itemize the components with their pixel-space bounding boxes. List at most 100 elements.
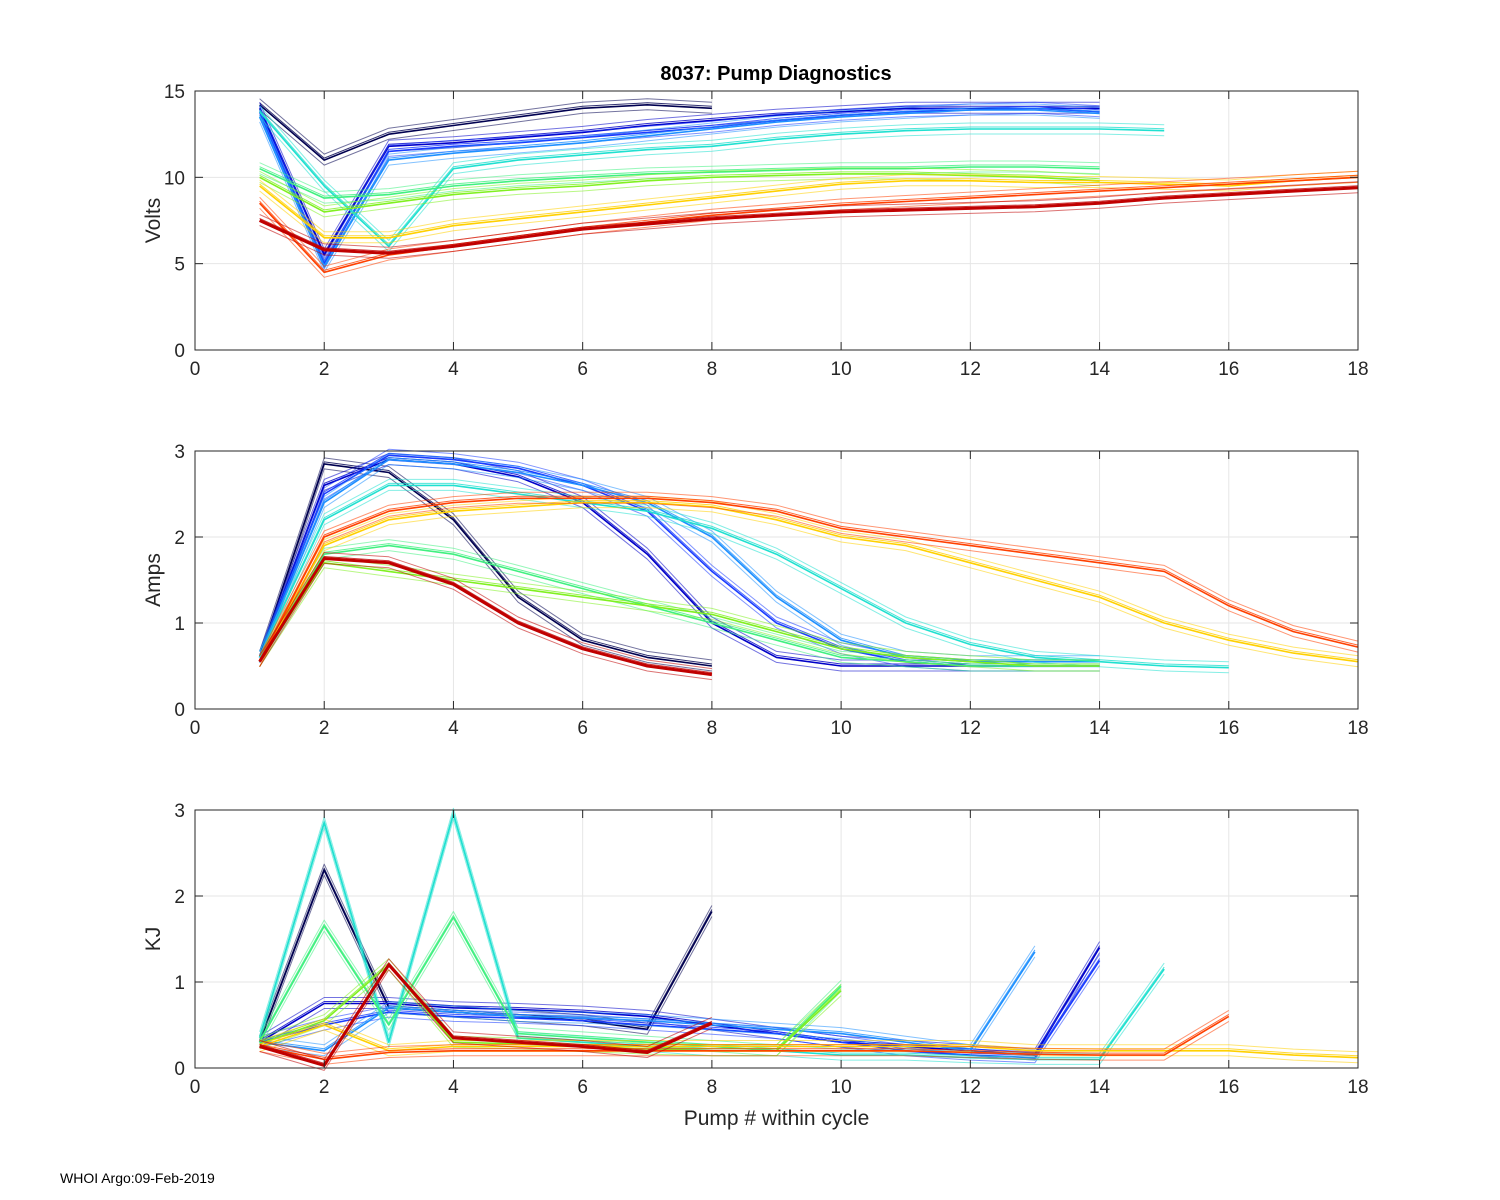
series-line-companion bbox=[259, 502, 1359, 667]
x-tick-label: 4 bbox=[448, 359, 459, 380]
series-line-companion bbox=[259, 563, 712, 681]
series-line-companion bbox=[259, 945, 1036, 1046]
series-line-late-cycle-navy bbox=[258, 557, 713, 677]
series-line-companion bbox=[259, 98, 712, 155]
series-line-companion bbox=[259, 103, 1100, 262]
series-line-late-cycle-navy bbox=[258, 186, 1359, 255]
axes-frame bbox=[194, 450, 1359, 710]
series-line-mid-blue bbox=[259, 1024, 1359, 1059]
x-tick-label: 0 bbox=[190, 718, 201, 739]
series-line-companion bbox=[259, 482, 1229, 667]
series-line-companion bbox=[259, 185, 1359, 252]
series-line-companion bbox=[259, 507, 1359, 668]
x-tick-label: 12 bbox=[960, 718, 981, 739]
y-axis-label: Amps bbox=[142, 553, 165, 607]
y-tick-label: 1 bbox=[174, 614, 185, 635]
series-line-mid-blue bbox=[259, 176, 1359, 239]
series-line-blue bbox=[259, 173, 1100, 213]
series-line-companion bbox=[259, 101, 1100, 250]
series-line-companion bbox=[259, 116, 1165, 252]
series-line-mid-blue bbox=[258, 501, 1359, 663]
series-line-blue bbox=[258, 561, 1100, 667]
y-axis-label: KJ bbox=[142, 927, 165, 952]
x-tick-label: 14 bbox=[1089, 359, 1111, 380]
axes-frame bbox=[194, 809, 1359, 1069]
series-line-companion bbox=[259, 105, 1100, 254]
x-tick-label: 14 bbox=[1089, 718, 1111, 739]
series-line-companion bbox=[259, 550, 1100, 672]
y-tick-label: 15 bbox=[164, 82, 185, 103]
series-line-companion bbox=[259, 958, 713, 1060]
series-line-companion bbox=[259, 174, 1359, 237]
series-line-companion bbox=[259, 543, 1100, 665]
series-line-companion bbox=[259, 496, 1359, 657]
series-line-deep-blue bbox=[259, 1015, 1230, 1061]
series-line-companion bbox=[259, 478, 1229, 663]
volts-axes: 0 2 4 6 8 10 12 14 16 18 0 5 10 15 Volts bbox=[142, 82, 1369, 380]
x-tick-label: 12 bbox=[960, 1077, 981, 1098]
series-line-companion bbox=[259, 560, 1100, 665]
series-line-companion bbox=[259, 114, 1100, 273]
y-tick-label: 10 bbox=[164, 168, 185, 189]
series-line-companion bbox=[259, 181, 1359, 248]
x-tick-label: 16 bbox=[1218, 718, 1239, 739]
series-line-companion bbox=[259, 552, 712, 670]
series-line-companion bbox=[259, 1009, 1230, 1054]
series-line-companion bbox=[259, 192, 1359, 259]
x-tick-label: 16 bbox=[1218, 1077, 1239, 1098]
x-tick-label: 10 bbox=[831, 718, 852, 739]
series-line-late-cycle-navy bbox=[259, 963, 713, 1067]
axes-frame bbox=[194, 90, 1359, 351]
series-line-light-blue bbox=[258, 544, 1100, 667]
series-line-companion bbox=[259, 491, 1359, 656]
x-tick-label: 14 bbox=[1089, 1077, 1111, 1098]
x-tick-label: 6 bbox=[577, 359, 588, 380]
footer-stamp: WHOI Argo:09-Feb-2019 bbox=[60, 1170, 215, 1186]
x-tick-label: 10 bbox=[831, 359, 852, 380]
x-tick-label: 8 bbox=[707, 718, 718, 739]
series-line-companion bbox=[259, 500, 1359, 661]
series-line-companion bbox=[259, 107, 1100, 266]
series-line-green bbox=[259, 951, 1036, 1052]
series-line-companion bbox=[259, 109, 712, 166]
series-line-early-cycle-red bbox=[258, 463, 713, 667]
y-tick-label: 3 bbox=[174, 801, 185, 822]
series-line-early-cycle-red bbox=[259, 104, 712, 161]
series-line-companion bbox=[259, 556, 712, 674]
series-line-companion bbox=[259, 109, 1165, 245]
series-line-green bbox=[258, 109, 1100, 268]
series-line-companion bbox=[259, 911, 842, 1046]
y-tick-label: 2 bbox=[174, 887, 185, 908]
y-tick-label: 1 bbox=[174, 973, 185, 994]
x-tick-label: 2 bbox=[319, 718, 330, 739]
series-line-companion bbox=[259, 160, 1100, 193]
series-line-companion bbox=[259, 969, 713, 1071]
series-line-companion bbox=[259, 1020, 1230, 1065]
x-tick-label: 18 bbox=[1347, 1077, 1368, 1098]
x-tick-label: 0 bbox=[190, 1077, 201, 1098]
x-tick-label: 16 bbox=[1218, 359, 1239, 380]
x-tick-label: 4 bbox=[448, 1077, 459, 1098]
series-line-companion bbox=[259, 567, 1100, 672]
series-line-companion bbox=[259, 1013, 1230, 1058]
x-tick-label: 2 bbox=[319, 1077, 330, 1098]
x-tick-label: 8 bbox=[707, 1077, 718, 1098]
x-tick-label: 18 bbox=[1347, 718, 1368, 739]
x-tick-label: 4 bbox=[448, 718, 459, 739]
y-tick-label: 0 bbox=[174, 700, 185, 721]
series-line-cyan bbox=[258, 111, 1165, 248]
x-tick-label: 10 bbox=[831, 1077, 852, 1098]
series-line-deep-blue bbox=[258, 497, 1359, 663]
series-line-companion bbox=[259, 105, 1165, 241]
x-tick-label: 0 bbox=[190, 359, 201, 380]
series-line-companion bbox=[259, 1018, 1359, 1053]
series-line-companion bbox=[259, 170, 1359, 233]
series-line-companion bbox=[259, 495, 1359, 660]
series-line-companion bbox=[259, 489, 1229, 674]
series-line-companion bbox=[259, 181, 1359, 244]
series-line-companion bbox=[259, 167, 1100, 207]
series-line-companion bbox=[259, 457, 712, 661]
